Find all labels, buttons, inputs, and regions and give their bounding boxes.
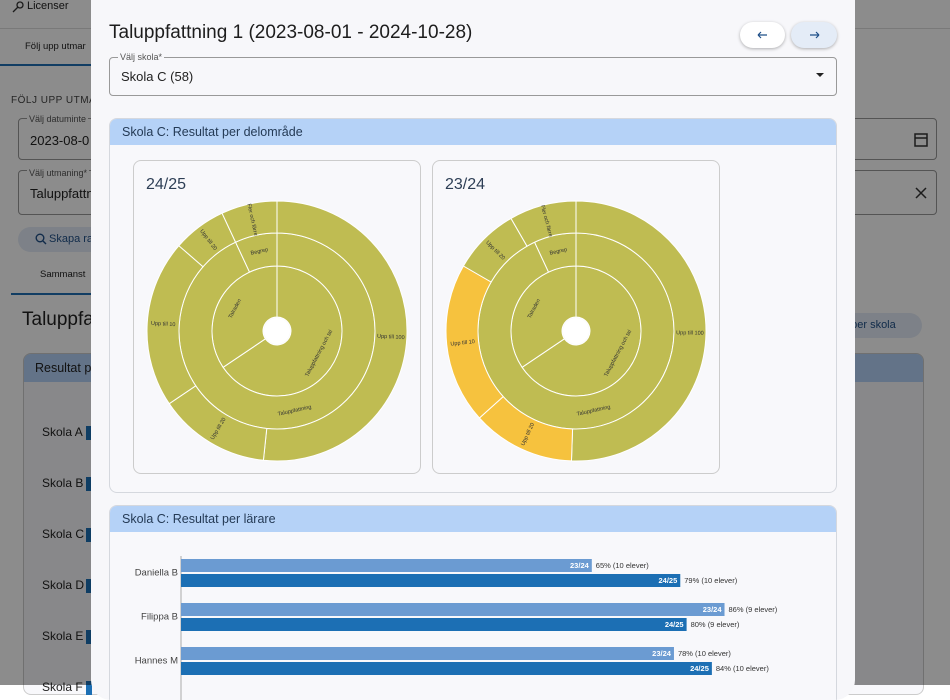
dropdown-arrow	[816, 73, 824, 77]
bar-edge	[86, 528, 92, 542]
sunburst-segment	[262, 200, 408, 462]
page-title: Taluppfatt	[22, 309, 105, 330]
challenge-label: Välj utmaning*	[27, 168, 90, 178]
school-label: Skola A	[42, 425, 83, 439]
section-title: Skola C: Resultat per delområde	[110, 119, 836, 145]
school-button-label[interactable]: t per skola	[845, 319, 896, 331]
school-label: Skola D	[42, 578, 85, 592]
segment-label: Upp till 10	[450, 339, 475, 348]
segment-label: Upp till 100	[377, 334, 405, 341]
challenge-value: Taluppfattni	[30, 186, 97, 201]
bar-edge	[86, 426, 92, 440]
bar-chart: Daniella B 23/24 65% (10 elever) 24/25 79% (…	[135, 556, 778, 700]
value-label: 78% (10 elever)	[678, 649, 731, 658]
sunburst-segment	[570, 200, 707, 462]
bar-edge	[86, 477, 92, 491]
sunburst-hole	[264, 318, 290, 344]
tab-indicator	[0, 64, 91, 66]
heading: FÖLJ UPP UTMA	[11, 95, 97, 106]
school-label: Skola B	[42, 476, 84, 490]
bar	[181, 618, 687, 631]
school-label: Skola E	[42, 629, 84, 643]
segment-label: Begrep	[549, 247, 568, 257]
bar-series-label: 23/24	[570, 561, 590, 570]
summary-tab[interactable]: Sammanst	[40, 269, 86, 280]
chart-title: 23/24	[445, 176, 485, 193]
bar	[181, 603, 725, 616]
school-select-label: Välj skola*	[118, 52, 165, 62]
clear-icon[interactable]	[915, 187, 927, 199]
segment-label: Upp till 10	[151, 321, 176, 328]
sunburst-hole	[563, 318, 589, 344]
date-label: Välj datuminte	[27, 114, 89, 124]
bar-series-label: 23/24	[652, 649, 672, 658]
chart-title: 24/25	[146, 176, 186, 193]
school-select[interactable]	[109, 57, 837, 96]
next-button[interactable]	[791, 22, 837, 48]
bar-series-label: 24/25	[665, 620, 684, 629]
bar-edge	[86, 579, 92, 593]
category-label: Filippa B	[141, 612, 178, 623]
chart-card: 24/25 Taluppfattning och tal Talraden Talup…	[133, 160, 421, 474]
bar-series-label: 24/25	[690, 664, 709, 673]
bar	[181, 662, 712, 675]
bar-series-label: 23/24	[703, 605, 723, 614]
school-label: Skola C	[42, 527, 85, 541]
bar	[181, 559, 592, 572]
bar	[181, 574, 681, 587]
tab[interactable]: Följ upp utmar	[25, 41, 86, 52]
calendar-icon[interactable]	[914, 132, 928, 147]
value-label: 80% (9 elever)	[691, 620, 740, 629]
section-title: Skola C: Resultat per lärare	[110, 506, 836, 532]
prev-button[interactable]	[740, 22, 785, 48]
modal: Taluppfattning 1 (2023-08-01 - 2024-10-2…	[91, 0, 855, 700]
value-label: 86% (9 elever)	[729, 605, 778, 614]
create-button-label[interactable]: Skapa ra	[49, 233, 94, 245]
chart-card: 23/24 Taluppfattning och tal Talraden Talup…	[432, 160, 720, 474]
school-select-value: Skola C (58)	[121, 69, 194, 84]
key-icon	[12, 1, 24, 13]
card-title: Resultat pe	[35, 361, 99, 375]
search-icon	[35, 233, 47, 245]
category-label: Hannes M	[135, 656, 178, 667]
segment-label: Begrep	[250, 247, 269, 257]
value-label: 84% (10 elever)	[716, 664, 769, 673]
nav-item[interactable]: Licenser	[27, 0, 69, 12]
bar	[181, 647, 674, 660]
date-value: 2023-08-0	[30, 133, 90, 148]
sunburst-segment	[221, 200, 278, 243]
sunburst-segment	[510, 200, 577, 247]
section-subareas: Skola C: Resultat per delområde 24/25 Tal…	[109, 118, 837, 493]
value-label: 79% (10 elever)	[684, 576, 737, 585]
value-label: 65% (10 elever)	[596, 561, 649, 570]
modal-title: Taluppfattning 1 (2023-08-01 - 2024-10-2…	[109, 22, 473, 43]
bar-series-label: 24/25	[658, 576, 677, 585]
bar-edge	[86, 630, 92, 644]
segment-label: Upp till 100	[676, 330, 704, 336]
section-teachers: Skola C: Resultat per lärare Daniella B 2…	[109, 505, 837, 700]
tab-indicator	[11, 293, 91, 295]
category-label: Daniella B	[135, 568, 178, 579]
